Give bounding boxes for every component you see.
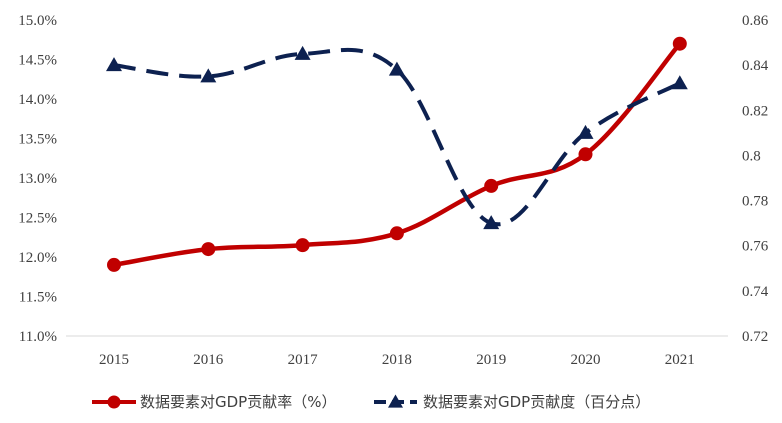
plot-area [106, 36, 688, 272]
left-tick-label: 13.5% [18, 132, 57, 148]
right-tick-label: 0.82 [742, 103, 768, 119]
data-point-series-2 [388, 61, 405, 76]
data-point-series-2 [671, 75, 688, 90]
left-tick-label: 11.5% [19, 290, 57, 306]
right-tick-label: 0.72 [742, 329, 768, 345]
left-axis: 11.0% 11.5% 12.0% 12.5% 13.0% 13.5% 14.0% 14.5%… [18, 13, 57, 345]
right-tick-label: 0.86 [742, 13, 769, 29]
legend-marker-circle [107, 395, 121, 409]
x-tick-label: 2021 [665, 352, 695, 368]
data-point-series-1 [107, 257, 121, 272]
data-point-series-1 [201, 242, 216, 257]
data-point-series-1 [672, 36, 687, 51]
right-tick-label: 0.74 [742, 284, 769, 300]
data-point-series-2 [294, 45, 311, 60]
legend-label: 数据要素对GDP贡献度（百分点） [423, 393, 650, 411]
x-tick-label: 2019 [476, 352, 506, 368]
left-tick-label: 12.0% [18, 250, 57, 266]
data-point-series-2 [106, 57, 122, 72]
legend-label: 数据要素对GDP贡献率（%） [140, 393, 336, 411]
x-tick-label: 2020 [571, 352, 601, 368]
right-tick-label: 0.8 [742, 148, 761, 164]
left-tick-label: 14.0% [18, 92, 57, 108]
right-tick-label: 0.84 [742, 58, 769, 74]
data-point-series-2 [200, 68, 217, 83]
x-tick-label: 2017 [288, 352, 319, 368]
data-point-series-2 [483, 215, 500, 230]
data-point-series-1 [295, 238, 310, 253]
data-point-series-2 [577, 124, 594, 139]
right-axis: 0.72 0.74 0.76 0.78 0.8 0.82 0.84 0.86 [742, 13, 769, 345]
right-tick-label: 0.76 [742, 239, 769, 255]
left-tick-label: 14.5% [18, 53, 57, 69]
x-tick-label: 2015 [99, 352, 129, 368]
x-axis: 2015 2016 2017 2018 2019 2020 2021 [99, 352, 695, 368]
x-tick-label: 2018 [382, 352, 412, 368]
x-tick-label: 2016 [193, 352, 224, 368]
data-point-series-1 [578, 147, 593, 162]
legend-marker-triangle [388, 394, 403, 408]
data-point-series-1 [484, 178, 499, 193]
left-tick-label: 15.0% [18, 13, 57, 29]
left-tick-label: 11.0% [19, 329, 57, 345]
left-tick-label: 12.5% [18, 211, 57, 227]
legend: 数据要素对GDP贡献率（%） 数据要素对GDP贡献度（百分点） [92, 393, 650, 411]
data-point-series-1 [389, 226, 404, 241]
series-line-2 [113, 47, 681, 227]
right-tick-label: 0.78 [742, 194, 768, 210]
left-tick-label: 13.0% [18, 171, 57, 187]
